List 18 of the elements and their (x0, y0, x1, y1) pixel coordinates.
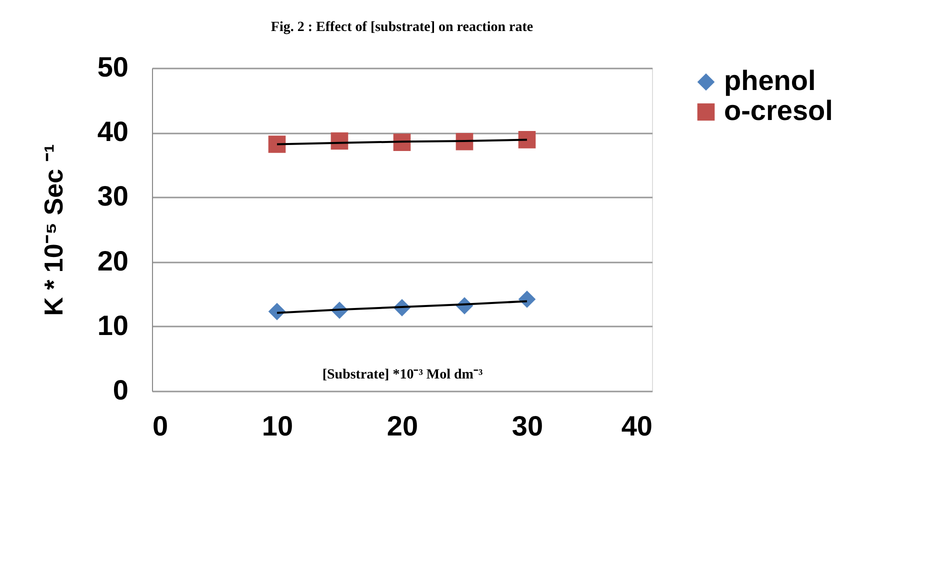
x-tick-label: 30 (512, 410, 544, 442)
point (268, 136, 286, 153)
x-tick-label: 20 (386, 410, 418, 442)
y-axis-title: K * 10⁻⁵ Sec ⁻¹ (38, 144, 68, 316)
chart-title: Fig. 2 : Effect of [substrate] on reaction rate (270, 20, 534, 35)
y-tick-label: 0 (112, 374, 128, 406)
point (518, 131, 536, 148)
x-axis-title: [Substrate] *10⁻³ Mol dm⁻³ (322, 368, 483, 382)
legend-label: o-cresol (724, 95, 833, 126)
legend-label: phenol (724, 65, 816, 96)
y-tick-label: 30 (97, 180, 128, 212)
x-tick-label: 40 (621, 410, 652, 442)
x-tick-label: 0 (152, 410, 168, 442)
y-tick-label: 40 (97, 116, 128, 148)
y-tick-label: 10 (97, 310, 128, 341)
y-tick-label: 50 (97, 52, 128, 82)
x-tick-label: 10 (262, 410, 294, 442)
y-tick-label: 20 (97, 245, 128, 276)
